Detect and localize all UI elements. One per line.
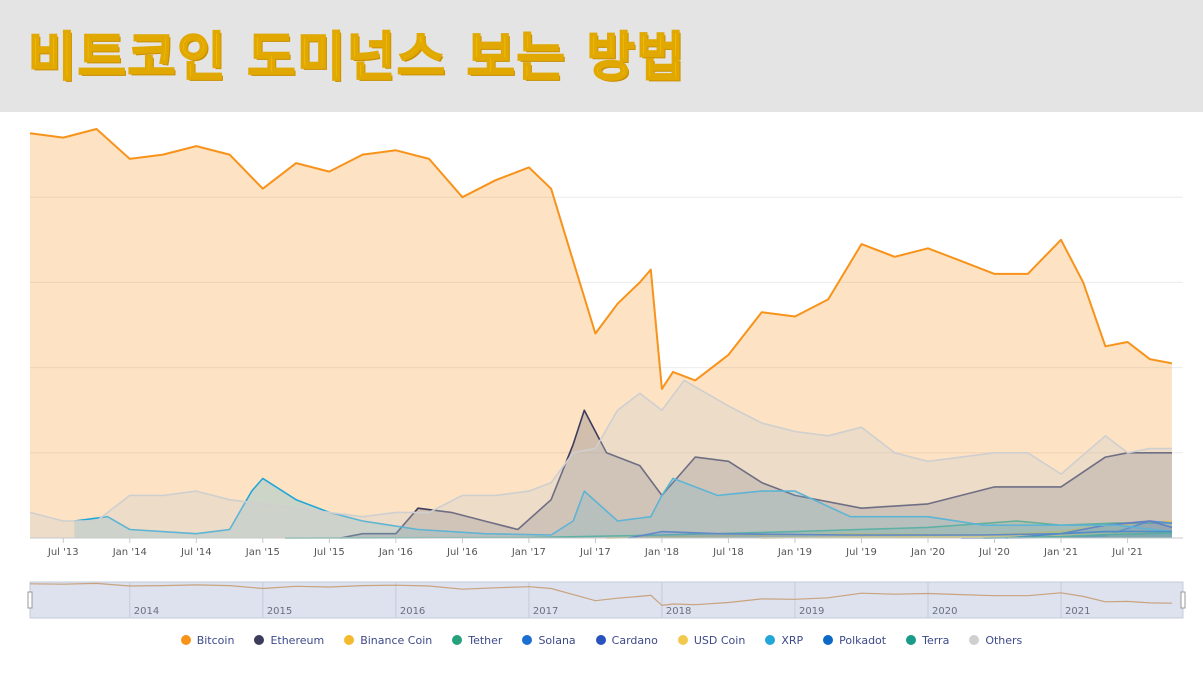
- navigator-handle-left[interactable]: [27, 591, 33, 609]
- legend-dot-icon: [452, 635, 463, 645]
- legend-label: Solana: [538, 633, 576, 647]
- x-tick-label: Jan '14: [112, 547, 147, 558]
- legend-label: Bitcoin: [196, 633, 235, 647]
- legend-label: Cardano: [611, 633, 658, 647]
- cardano-line[interactable]: [628, 520, 1173, 539]
- xrp-line[interactable]: [74, 477, 1172, 536]
- legend-dot-icon: [823, 635, 834, 645]
- navigator-tick-label: 2016: [400, 606, 425, 617]
- legend-dot-icon: [906, 635, 917, 645]
- series-areas: [29, 128, 1173, 539]
- x-tick-label: Jul '21: [1111, 547, 1143, 558]
- navigator-tick-label: 2019: [799, 606, 824, 617]
- legend-label: Tether: [468, 633, 503, 647]
- legend-item-binance-coin[interactable]: Binance Coin: [344, 634, 432, 647]
- x-tick-label: Jul '20: [978, 547, 1010, 558]
- ethereum-line[interactable]: [340, 409, 1172, 539]
- legend-item-others[interactable]: Others: [969, 634, 1022, 647]
- navigator-tick-label: 2015: [267, 606, 292, 617]
- legend-dot-icon: [969, 635, 980, 645]
- legend-label: Ethereum: [270, 633, 325, 647]
- legend-item-terra[interactable]: Terra: [906, 634, 949, 647]
- x-tick-label: Jul '15: [313, 547, 345, 558]
- legend-item-polkadot[interactable]: Polkadot: [823, 634, 886, 647]
- legend-label: Binance Coin: [360, 633, 433, 647]
- legend-item-ethereum[interactable]: Ethereum: [254, 634, 324, 647]
- page-title: 비트코인 도미넌스 보는 방법: [27, 27, 687, 89]
- navigator-tick-label: 2017: [533, 606, 558, 617]
- legend-dot-icon: [344, 635, 355, 645]
- x-tick-label: Jan '18: [644, 547, 679, 558]
- bitcoin-area: [30, 129, 1172, 538]
- legend-dot-icon: [765, 635, 776, 645]
- navigator[interactable]: 2014 2015 2016 2017 2018 2019 2020 2021: [27, 581, 1186, 619]
- legend-label: Polkadot: [839, 633, 887, 647]
- navigator-tick-label: 2021: [1065, 606, 1090, 617]
- legend-label: Others: [985, 633, 1023, 647]
- x-tick-label: Jul '13: [47, 547, 79, 558]
- x-tick-label: Jan '20: [910, 547, 945, 558]
- navigator-ticks: 2014 2015 2016 2017 2018 2019 2020 2021: [129, 582, 1091, 618]
- x-tick-label: Jul '14: [180, 547, 212, 558]
- legend-item-xrp[interactable]: XRP: [765, 634, 803, 647]
- x-tick-label: Jan '21: [1043, 547, 1078, 558]
- ethereum-area: [340, 410, 1172, 538]
- x-tick-label: Jan '15: [245, 547, 280, 558]
- legend-dot-icon: [595, 635, 606, 645]
- navigator-handle-right[interactable]: [1180, 591, 1186, 609]
- legend-label: Terra: [922, 633, 950, 647]
- legend-dot-icon: [677, 635, 688, 645]
- others-line[interactable]: [29, 379, 1172, 522]
- legend-dot-icon: [180, 635, 191, 645]
- x-tick-label: Jul '18: [712, 547, 744, 558]
- navigator-tick-label: 2018: [666, 606, 691, 617]
- legend-item-usd-coin[interactable]: USD Coin: [677, 633, 746, 647]
- x-axis: Jul '13 Jan '14 Jul '14 Jan '15 Jul '15 Jan '…: [30, 537, 1183, 558]
- xrp-area: [74, 478, 1172, 538]
- x-tick-label: Jan '17: [511, 547, 546, 558]
- x-tick-label: Jul '16: [446, 547, 478, 558]
- legend-item-bitcoin[interactable]: Bitcoin: [180, 633, 235, 647]
- navigator-bitcoin-line: [29, 582, 1172, 607]
- x-tick-label: Jan '16: [378, 547, 413, 558]
- legend-item-solana[interactable]: Solana: [522, 633, 576, 647]
- dominance-chart: Jul '13 Jan '14 Jul '14 Jan '15 Jul '15 Jan '…: [27, 128, 1186, 619]
- legend-item-cardano[interactable]: Cardano: [595, 633, 658, 647]
- navigator-tick-label: 2014: [134, 606, 159, 617]
- title-banner: 비트코인 도미넌스 보는 방법: [0, 0, 1203, 112]
- tether-area: [285, 521, 1172, 538]
- x-tick-label: Jan '19: [777, 547, 812, 558]
- bitcoin-line[interactable]: [29, 128, 1173, 390]
- legend: Bitcoin Ethereum Binance Coin Tether Solana C…: [0, 628, 1203, 652]
- others-area: [30, 380, 1172, 538]
- x-tick-label: Jul '19: [845, 547, 877, 558]
- legend-dot-icon: [522, 635, 533, 645]
- legend-label: USD Coin: [693, 633, 746, 647]
- legend-item-tether[interactable]: Tether: [452, 634, 502, 647]
- legend-label: XRP: [781, 633, 804, 647]
- x-tick-label: Jul '17: [579, 547, 611, 558]
- cardano-area: [628, 521, 1172, 538]
- legend-dot-icon: [254, 635, 265, 645]
- tether-line[interactable]: [284, 520, 1172, 539]
- terra-line[interactable]: [983, 532, 1172, 539]
- navigator-tick-label: 2020: [932, 606, 957, 617]
- polkadot-line[interactable]: [1005, 530, 1172, 539]
